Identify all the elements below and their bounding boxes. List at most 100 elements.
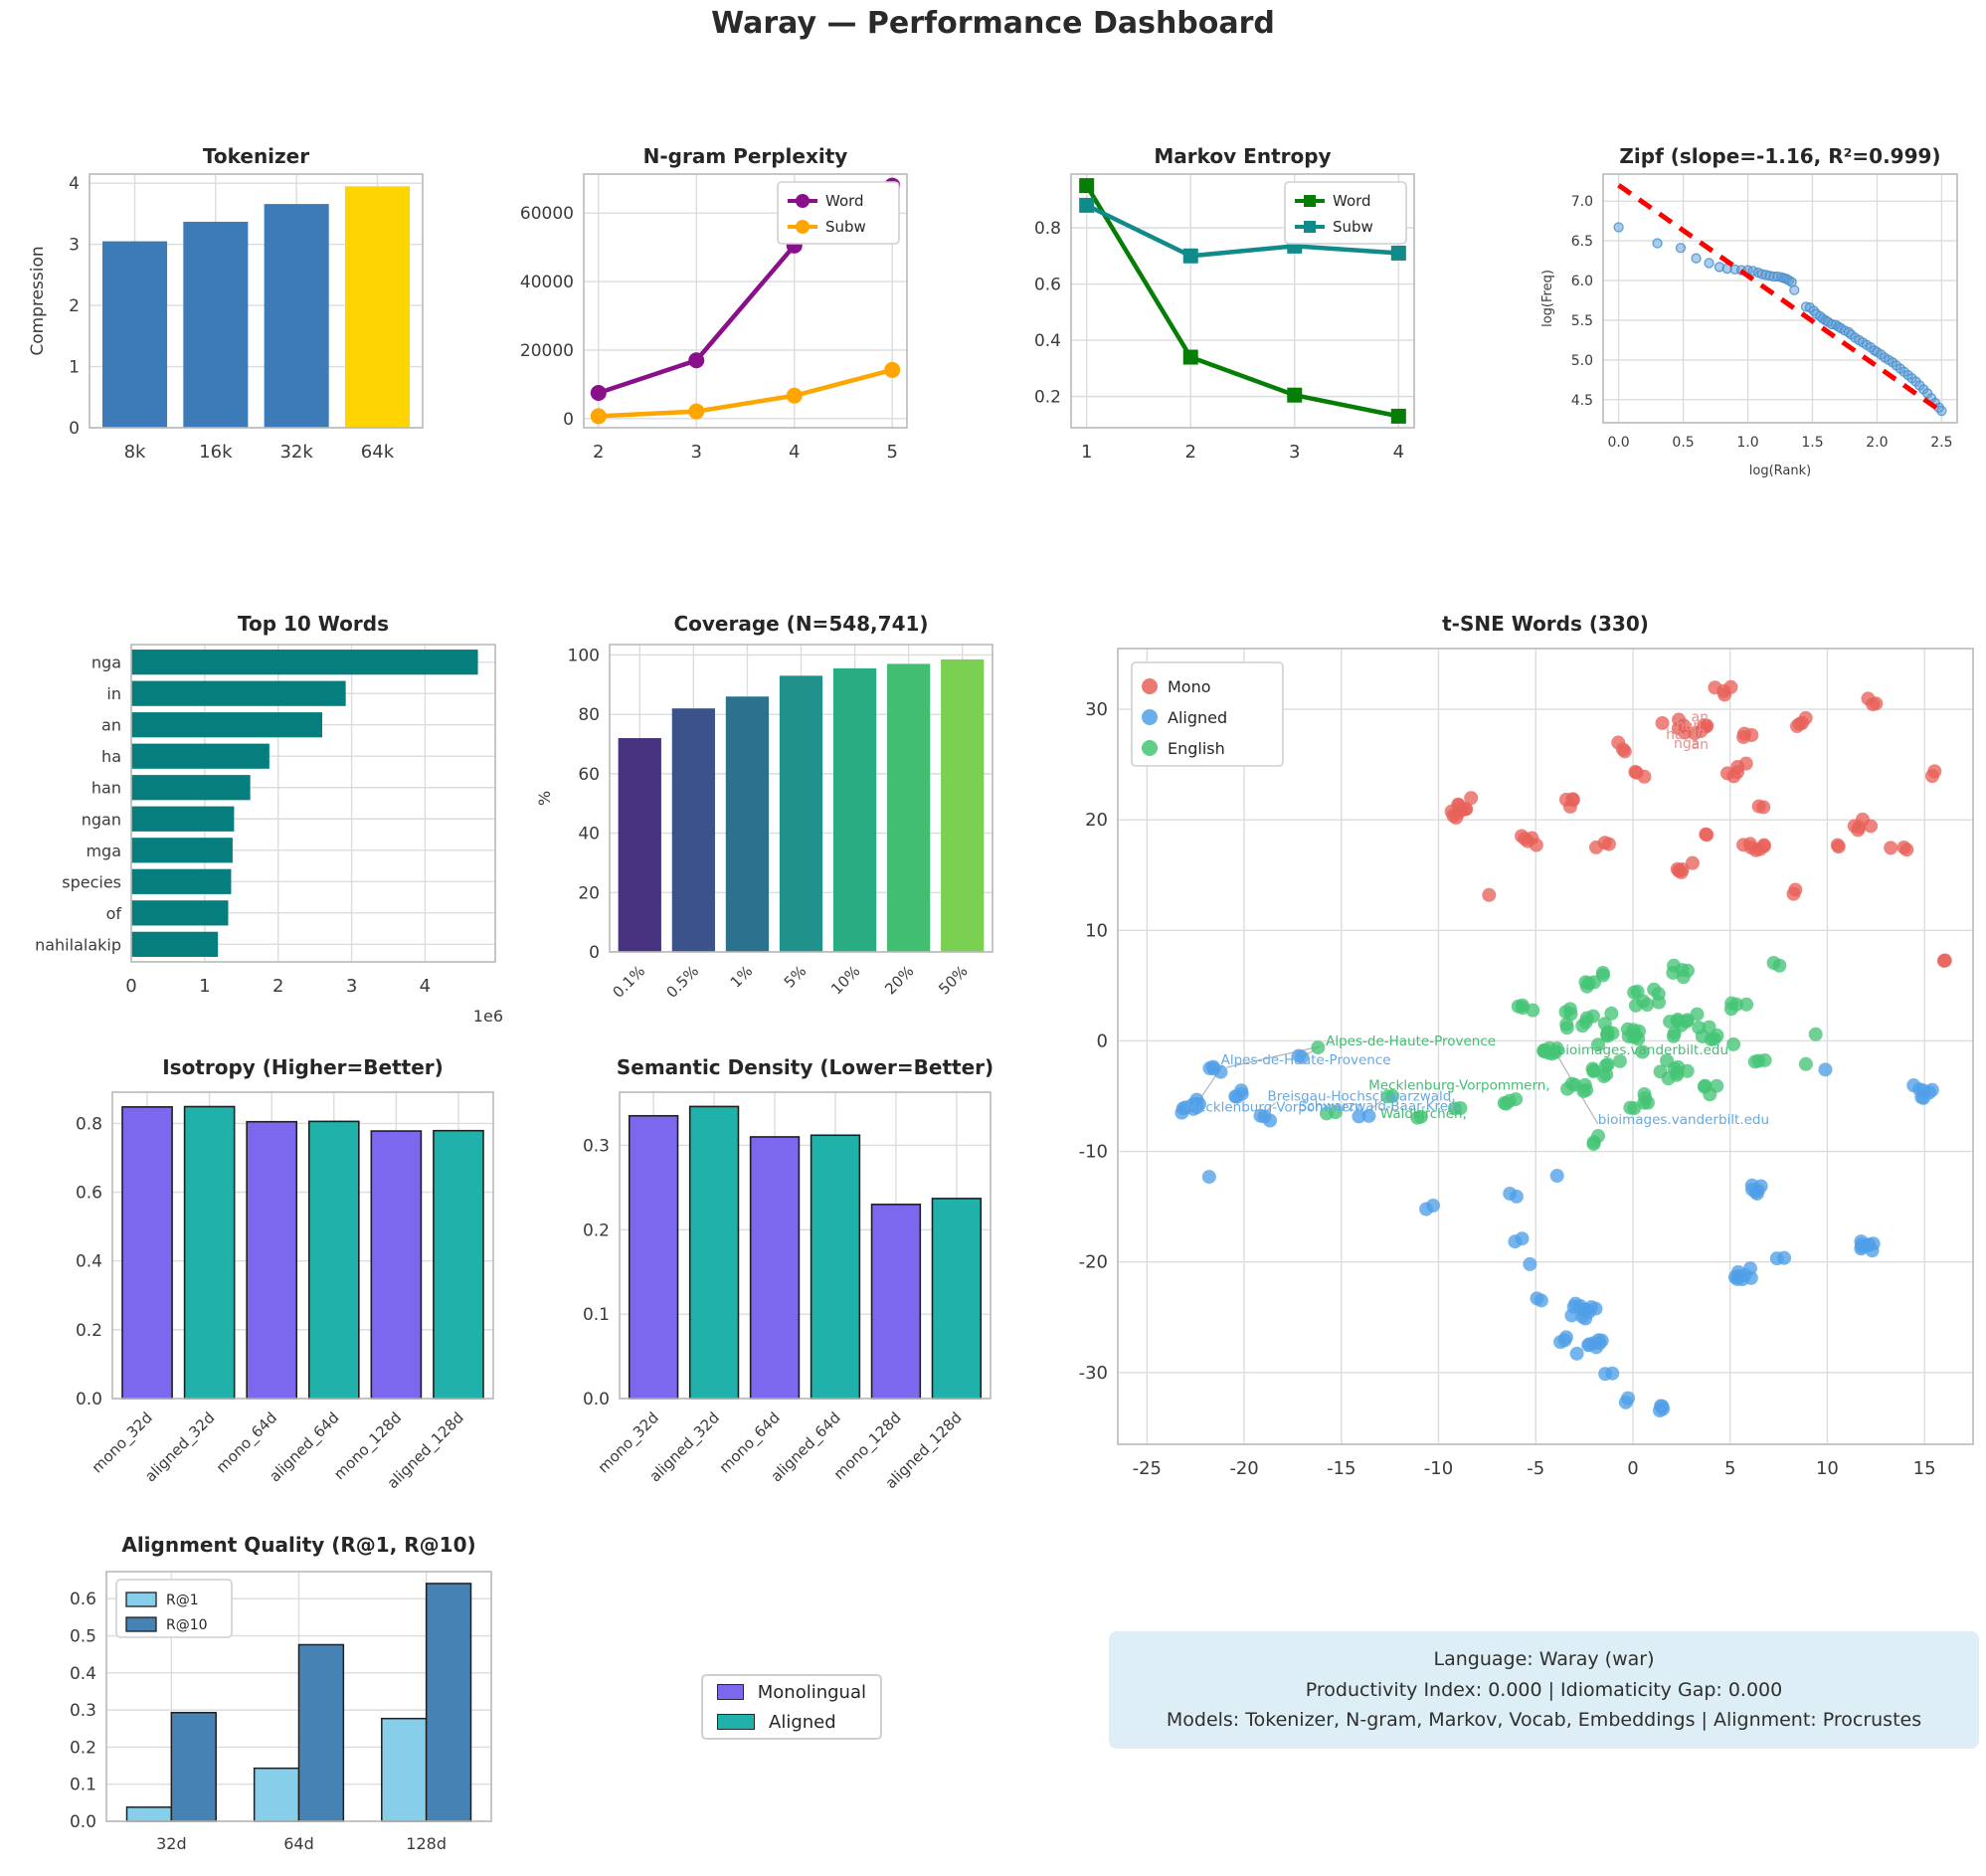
axis-labels: 0.0 0.1 0.2 0.3 0.4 0.5 0.6 32d 64d 128d [70, 1590, 447, 1853]
gridlines [1603, 174, 1957, 423]
svg-text:0: 0 [589, 943, 600, 963]
embedding-legend: Monolingual Aligned [701, 1674, 882, 1740]
tsne-chart: Alpes-de-Haute-Provence Alpes-de-Haute-Pr… [1056, 609, 1981, 1499]
svg-text:0.0: 0.0 [76, 1390, 102, 1409]
svg-text:Word: Word [1333, 192, 1371, 210]
svg-text:0.8: 0.8 [1034, 219, 1061, 239]
svg-text:20: 20 [578, 883, 600, 903]
legend: Word Subw [777, 181, 900, 245]
svg-text:0: 0 [1097, 1031, 1108, 1051]
svg-text:0.0: 0.0 [583, 1390, 610, 1409]
svg-text:Mono: Mono [1168, 677, 1211, 696]
svg-text:10%: 10% [827, 962, 863, 998]
svg-text:0.2: 0.2 [70, 1738, 96, 1758]
semantic-density-chart: 0.0 0.1 0.2 0.3 mono_32d aligned_32d mono_64d a… [532, 1052, 1004, 1520]
svg-text:Alignment Quality (R@1, R@10): Alignment Quality (R@1, R@10) [121, 1533, 475, 1557]
svg-text:Tokenizer: Tokenizer [203, 144, 309, 168]
monolingual-label: Monolingual [757, 1681, 866, 1703]
svg-text:Isotropy (Higher=Better): Isotropy (Higher=Better) [162, 1055, 444, 1079]
svg-text:in: in [106, 684, 121, 703]
zipf-chart: 4.5 5.0 5.5 6.0 6.5 7.0 0.0 0.5 1.0 1.5 2.0 2.5 log(… [1532, 141, 1969, 484]
svg-text:5.0: 5.0 [1571, 353, 1593, 369]
svg-text:20: 20 [1085, 810, 1108, 831]
tsne-svg: Alpes-de-Haute-Provence Alpes-de-Haute-Pr… [1079, 612, 1974, 1479]
svg-text:Zipf (slope=-1.16, R²=0.999): Zipf (slope=-1.16, R²=0.999) [1619, 144, 1940, 168]
svg-text:ha: ha [101, 747, 121, 766]
top-words-chart: nga in an ha han ngan mga species of nahilalakip 0… [20, 609, 507, 1032]
svg-text:-30: -30 [1079, 1363, 1108, 1384]
svg-text:Coverage (N=548,741): Coverage (N=548,741) [673, 612, 928, 636]
svg-text:4: 4 [420, 976, 431, 997]
svg-text:1%: 1% [727, 962, 757, 992]
coverage-svg: 0 20 40 60 80 100 0.1% 0.5% 1% 5% 10% 20% 50%% Covera… [535, 612, 993, 1002]
svg-text:64d: 64d [283, 1834, 314, 1853]
svg-text:2: 2 [593, 442, 604, 463]
svg-text:0.4: 0.4 [1034, 331, 1061, 351]
svg-text:6.5: 6.5 [1571, 234, 1593, 250]
alignment-svg: 0.0 0.1 0.2 0.3 0.4 0.5 0.6 32d 64d 128d R@1 R@10 Al… [70, 1533, 492, 1853]
svg-text:16k: 16k [199, 442, 233, 463]
svg-text:t-SNE Words (330): t-SNE Words (330) [1442, 612, 1649, 636]
axis-labels: 4.5 5.0 5.5 6.0 6.5 7.0 0.0 0.5 1.0 1.5 2.0 2.5 log(… [1571, 194, 1953, 478]
svg-text:4: 4 [1393, 442, 1404, 463]
svg-text:8k: 8k [124, 442, 146, 463]
bars [628, 1105, 983, 1400]
svg-text:10: 10 [1816, 1458, 1839, 1479]
svg-text:-15: -15 [1327, 1458, 1355, 1479]
svg-text:1: 1 [1081, 442, 1092, 463]
svg-text:0: 0 [69, 419, 80, 439]
svg-text:0.1: 0.1 [70, 1776, 96, 1795]
point-labels: Alpes-de-Haute-Provence Alpes-de-Haute-Pr… [1185, 709, 1769, 1127]
svg-text:Subw: Subw [825, 218, 866, 236]
info-line-metrics: Productivity Index: 0.000 | Idiomaticity… [1305, 1678, 1783, 1701]
svg-text:0.6: 0.6 [76, 1184, 102, 1204]
axis-labels: -30 -20 -10 0 10 20 30 -25 -20 -15 -10 -5 0 5 10 15 [1079, 699, 1936, 1479]
svg-text:1: 1 [69, 358, 80, 378]
svg-text:an: an [1692, 737, 1709, 753]
english-points [1311, 956, 1823, 1152]
svg-text:2.5: 2.5 [1930, 435, 1952, 451]
svg-text:Alpes-de-Haute-Provence: Alpes-de-Haute-Provence [1326, 1033, 1496, 1049]
legend-row-monolingual: Monolingual [717, 1682, 866, 1703]
svg-text:han: han [1676, 718, 1702, 734]
legend: Word Subw [1284, 181, 1407, 245]
svg-text:Alpes-de-Haute-Provence: Alpes-de-Haute-Provence [1221, 1052, 1391, 1068]
svg-text:0.5%: 0.5% [663, 962, 703, 1002]
svg-text:2: 2 [69, 296, 80, 316]
svg-text:0.1: 0.1 [583, 1305, 610, 1325]
zipf-svg: 4.5 5.0 5.5 6.0 6.5 7.0 0.0 0.5 1.0 1.5 2.0 2.5 log(… [1540, 144, 1958, 478]
svg-text:40000: 40000 [520, 273, 574, 292]
svg-text:0.2: 0.2 [1034, 388, 1061, 408]
svg-text:N-gram Perplexity: N-gram Perplexity [643, 144, 848, 168]
svg-text:Word: Word [825, 192, 864, 210]
svg-text:4.5: 4.5 [1571, 393, 1593, 409]
axis-labels: nga in an ha han ngan mga species of nahilalakip 0… [35, 654, 503, 1026]
svg-text:3: 3 [346, 976, 357, 997]
svg-text:0: 0 [125, 976, 136, 997]
svg-text:10: 10 [1085, 920, 1108, 941]
svg-text:ngan: ngan [82, 810, 121, 829]
line-series [1079, 178, 1406, 424]
svg-text:nga: nga [1674, 736, 1700, 752]
markov-svg: 0.2 0.4 0.6 0.8 1 2 3 4 Word Subw Markov Entropy [1034, 144, 1415, 463]
svg-text:log(Rank): log(Rank) [1749, 464, 1811, 478]
svg-text:0.3: 0.3 [583, 1136, 610, 1156]
markov-entropy-chart: 0.2 0.4 0.6 0.8 1 2 3 4 Word Subw Markov Entropy [999, 141, 1422, 469]
svg-text:20000: 20000 [520, 341, 574, 361]
svg-text:0.5: 0.5 [70, 1627, 96, 1647]
top-words-svg: nga in an ha han ngan mga species of nahilalakip 0… [35, 612, 503, 1026]
svg-text:an: an [101, 716, 121, 735]
legend-row-aligned: Aligned [717, 1712, 866, 1733]
svg-text:ha: ha [1666, 727, 1683, 743]
svg-text:3: 3 [691, 442, 702, 463]
svg-text:Markov Entropy: Markov Entropy [1154, 144, 1331, 168]
svg-text:30: 30 [1085, 699, 1108, 720]
bars [102, 186, 410, 428]
svg-text:0: 0 [1627, 1458, 1638, 1479]
svg-text:Top 10 Words: Top 10 Words [238, 612, 389, 636]
mono-points [1444, 679, 1952, 968]
svg-text:han: han [91, 779, 121, 798]
svg-text:-20: -20 [1079, 1252, 1108, 1273]
ngram-svg: 0 20000 40000 60000 2 3 4 5 Word Subw N-gram Perpl… [520, 144, 908, 463]
svg-text:0.0: 0.0 [1607, 435, 1629, 451]
